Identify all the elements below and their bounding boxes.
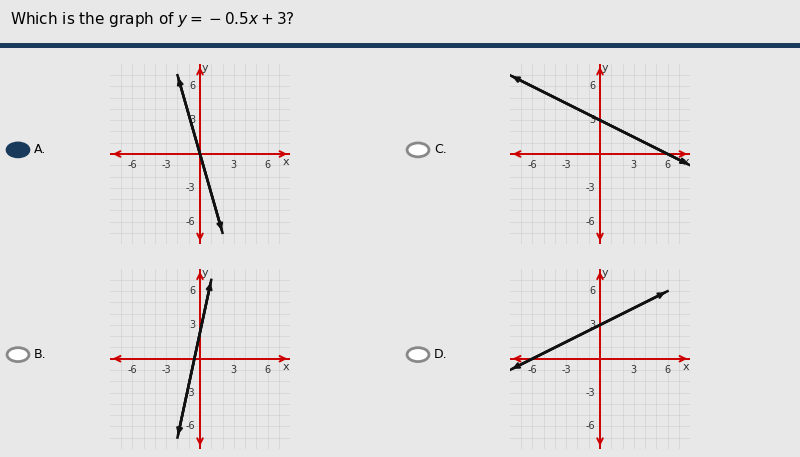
- Text: 3: 3: [630, 160, 637, 170]
- Text: 6: 6: [665, 160, 670, 170]
- Circle shape: [407, 348, 429, 361]
- Text: -6: -6: [186, 421, 195, 431]
- Text: y: y: [202, 268, 208, 278]
- Text: 3: 3: [630, 365, 637, 375]
- Text: -3: -3: [586, 388, 595, 398]
- Text: -3: -3: [162, 160, 171, 170]
- Text: x: x: [682, 362, 689, 372]
- Circle shape: [407, 143, 429, 157]
- Text: Which is the graph of $y = -0.5x + 3$?: Which is the graph of $y = -0.5x + 3$?: [10, 10, 294, 29]
- Circle shape: [7, 143, 29, 157]
- Text: x: x: [682, 157, 689, 167]
- Text: 6: 6: [190, 81, 195, 91]
- Text: -6: -6: [128, 160, 138, 170]
- Text: 6: 6: [265, 365, 270, 375]
- Text: 6: 6: [190, 286, 195, 296]
- Text: 3: 3: [190, 115, 195, 125]
- Text: y: y: [602, 64, 608, 74]
- Text: 3: 3: [590, 320, 595, 330]
- Text: -3: -3: [162, 365, 171, 375]
- Text: y: y: [602, 268, 608, 278]
- Text: 3: 3: [590, 115, 595, 125]
- Circle shape: [7, 348, 29, 361]
- Text: -6: -6: [186, 217, 195, 227]
- Text: -6: -6: [528, 160, 538, 170]
- Text: -3: -3: [186, 183, 195, 193]
- Text: y: y: [202, 64, 208, 74]
- Text: -6: -6: [586, 217, 595, 227]
- Text: B.: B.: [34, 348, 46, 361]
- Text: -6: -6: [528, 365, 538, 375]
- Text: -3: -3: [562, 160, 571, 170]
- Text: 6: 6: [590, 286, 595, 296]
- Text: D.: D.: [434, 348, 448, 361]
- Text: -6: -6: [586, 421, 595, 431]
- Text: x: x: [282, 362, 289, 372]
- Text: 6: 6: [265, 160, 270, 170]
- Text: -3: -3: [186, 388, 195, 398]
- Text: -6: -6: [128, 365, 138, 375]
- Text: 6: 6: [665, 365, 670, 375]
- Text: x: x: [282, 157, 289, 167]
- Text: 3: 3: [230, 365, 237, 375]
- Text: 3: 3: [230, 160, 237, 170]
- Text: A.: A.: [34, 143, 46, 156]
- Text: 6: 6: [590, 81, 595, 91]
- Text: C.: C.: [434, 143, 446, 156]
- Text: -3: -3: [562, 365, 571, 375]
- Text: 3: 3: [190, 320, 195, 330]
- Text: -3: -3: [586, 183, 595, 193]
